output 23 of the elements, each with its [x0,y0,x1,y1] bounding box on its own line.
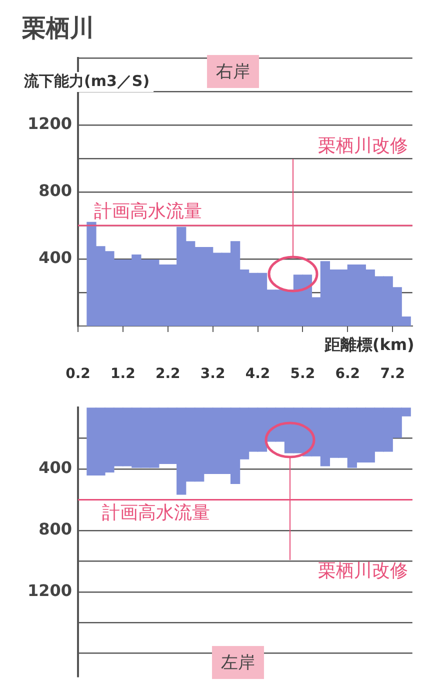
x-tick-label: 4.2 [245,366,270,382]
annotation: 栗栖川改修 [318,560,408,582]
annotation: 栗栖川改修 [318,136,408,157]
y-tick-label: 400 [38,458,72,478]
y-tick-label: 800 [38,520,72,539]
chart-title: 栗栖川 [22,13,94,44]
y-tick-label: 800 [38,181,72,200]
x-tick-label: 5.2 [290,366,316,382]
y-axis-title: 流下能力(m3／S) [23,72,150,90]
y-tick-label: 1200 [27,114,72,134]
x-tick-label: 2.2 [155,366,180,382]
x-tick-label: 0.2 [66,366,90,382]
ref-line-label: 計画高水流量 [94,201,202,222]
x-axis-title: 距離標(km) [323,335,414,354]
x-tick-label: 1.2 [110,366,136,382]
text: 左岸 [212,646,264,679]
ref-line-label: 計画高水流量 [102,502,210,524]
chart-subtitle: 右岸 [207,55,259,88]
y-tick-label: 1200 [27,581,72,600]
x-tick-label: 6.2 [335,366,360,382]
x-tick-label: 7.2 [380,366,406,382]
x-tick-label: 3.2 [200,366,226,382]
y-tick-label: 400 [38,248,72,268]
